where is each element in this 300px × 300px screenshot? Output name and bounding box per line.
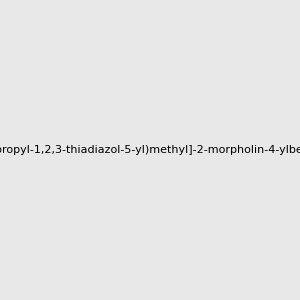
Text: N-[(4-isopropyl-1,2,3-thiadiazol-5-yl)methyl]-2-morpholin-4-ylbenzamide: N-[(4-isopropyl-1,2,3-thiadiazol-5-yl)me… — [0, 145, 300, 155]
